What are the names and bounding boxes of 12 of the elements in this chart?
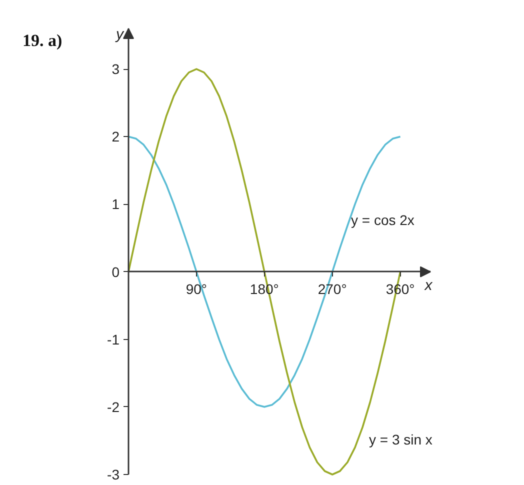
- y-tick-label: -1: [107, 331, 120, 348]
- y-tick-label: 2: [112, 128, 120, 145]
- chart-title: 19. a): [22, 31, 62, 50]
- y-tick-label: 3: [112, 61, 120, 78]
- series-label: y = cos 2x: [351, 212, 414, 228]
- y-axis-title: y: [115, 26, 125, 43]
- y-tick-label: 0: [112, 264, 120, 280]
- y-tick-label: -3: [107, 466, 120, 482]
- y-tick-label: -2: [107, 398, 120, 415]
- y-tick-label: 1: [112, 196, 120, 212]
- x-axis-title: x: [424, 276, 433, 294]
- series-label: y = 3 sin x: [369, 431, 432, 448]
